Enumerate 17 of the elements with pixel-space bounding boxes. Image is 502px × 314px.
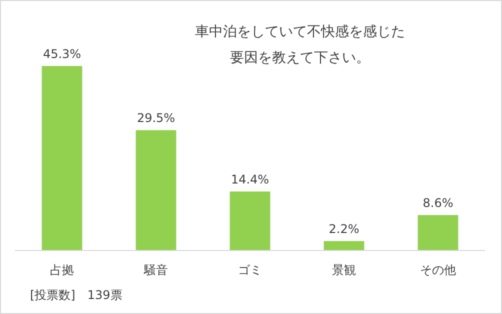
x-tick-label: 占拠 [50, 263, 74, 277]
bar [136, 130, 176, 250]
text: [投票数] 139票 [30, 288, 122, 302]
data-label: 8.6% [422, 196, 454, 210]
bar [230, 192, 270, 250]
data-label: 2.2% [328, 222, 360, 236]
bar [42, 66, 82, 250]
bar [324, 241, 364, 250]
x-tick-label: 騒音 [143, 263, 168, 277]
data-label: 45.3% [42, 47, 82, 61]
x-tick-label: 景観 [332, 263, 356, 277]
bar [418, 215, 458, 250]
x-tick-label: ゴミ [238, 263, 262, 277]
x-tick-label: その他 [420, 263, 456, 277]
data-label: 29.5% [136, 111, 176, 126]
data-label: 14.4% [230, 172, 270, 187]
chart-title: 車中泊をしていて不快感を感じた要因を教えて下さい。 [195, 24, 405, 66]
